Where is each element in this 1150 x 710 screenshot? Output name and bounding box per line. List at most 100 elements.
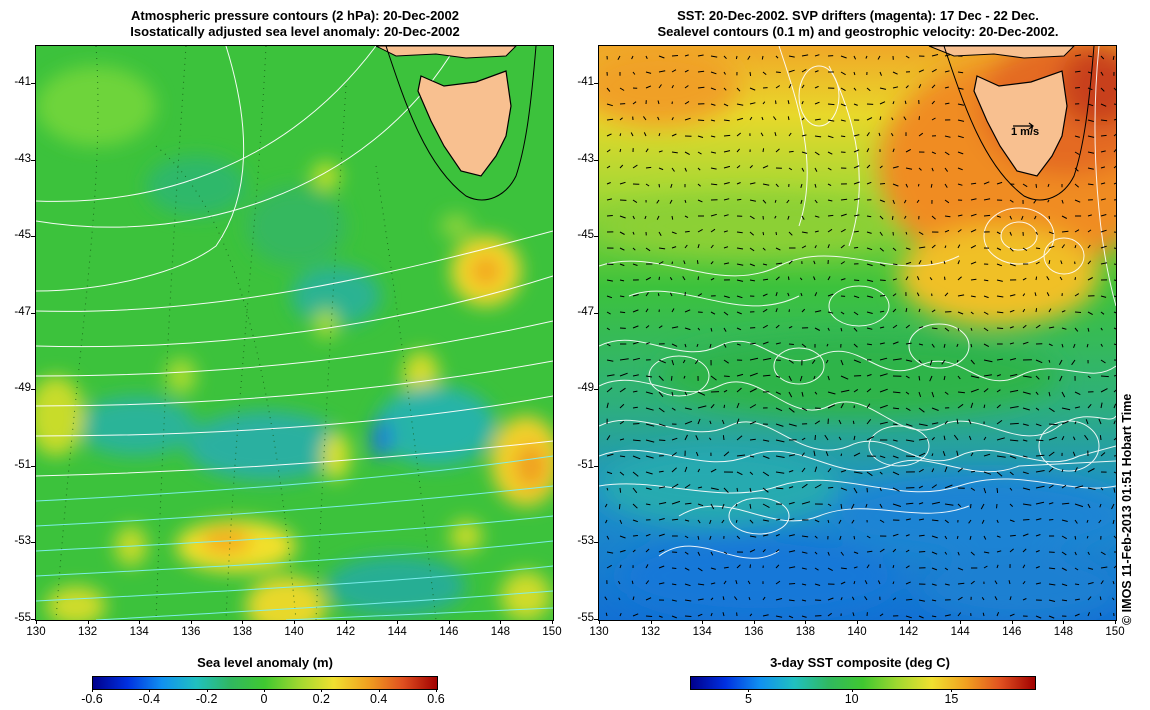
lon-tick xyxy=(599,620,600,624)
velocity-arrow xyxy=(697,405,707,409)
velocity-arrow xyxy=(1035,247,1041,250)
lon-tick-label: 140 xyxy=(284,626,304,638)
velocity-arrow xyxy=(944,151,950,156)
velocity-arrow xyxy=(800,292,803,297)
velocity-arrow xyxy=(697,551,701,556)
velocity-arrow xyxy=(996,295,1004,298)
colorbar-tick-label: 0.6 xyxy=(427,692,445,706)
velocity-arrow xyxy=(918,407,925,413)
velocity-arrow xyxy=(748,597,751,601)
velocity-arrow xyxy=(1087,327,1090,332)
velocity-arrow xyxy=(827,404,836,409)
velocity-arrow xyxy=(671,261,673,265)
velocity-arrow xyxy=(879,503,883,509)
velocity-arrow xyxy=(853,452,861,457)
velocity-arrow xyxy=(658,375,664,381)
velocity-arrow xyxy=(827,391,836,395)
velocity-arrow xyxy=(944,327,950,332)
velocity-arrow xyxy=(866,311,873,314)
velocity-arrow xyxy=(801,245,807,249)
velocity-arrow xyxy=(775,455,785,458)
velocity-arrow xyxy=(1046,292,1050,297)
velocity-arrow xyxy=(853,311,859,316)
velocity-arrow xyxy=(658,150,663,153)
velocity-arrow xyxy=(1035,470,1045,473)
velocity-arrow xyxy=(1100,311,1105,315)
velocity-arrow xyxy=(656,199,660,204)
velocity-arrow xyxy=(1074,598,1080,601)
velocity-arrow xyxy=(775,564,780,569)
velocity-arrow xyxy=(1074,519,1078,524)
velocity-arrow xyxy=(827,551,830,556)
velocity-arrow xyxy=(891,117,894,121)
velocity-arrow xyxy=(1048,436,1057,441)
velocity-arrow xyxy=(865,55,868,59)
velocity-arrow xyxy=(957,183,963,186)
velocity-scale-arrow xyxy=(1013,122,1034,130)
velocity-arrow xyxy=(697,54,704,57)
velocity-arrow xyxy=(632,247,636,251)
velocity-arrow xyxy=(969,535,972,540)
lon-tick-label: 138 xyxy=(795,626,815,638)
velocity-arrow xyxy=(931,167,934,172)
velocity-arrow xyxy=(787,116,790,121)
velocity-arrow xyxy=(733,596,738,601)
velocity-arrow xyxy=(736,435,743,441)
velocity-arrow xyxy=(1087,551,1090,556)
velocity-arrow xyxy=(840,103,846,107)
velocity-arrow xyxy=(749,471,754,475)
velocity-arrow xyxy=(931,468,935,473)
lon-tick-label: 142 xyxy=(899,626,919,638)
velocity-arrow xyxy=(619,133,622,137)
velocity-arrow xyxy=(840,55,847,59)
velocity-arrow xyxy=(801,84,805,89)
velocity-arrow xyxy=(1087,55,1093,58)
velocity-arrow xyxy=(1061,469,1064,473)
velocity-arrow xyxy=(1009,613,1015,617)
lon-tick xyxy=(908,620,910,624)
velocity-arrow xyxy=(1035,324,1041,329)
velocity-arrow xyxy=(931,343,935,348)
velocity-arrow xyxy=(606,311,611,315)
velocity-arrow xyxy=(606,327,610,331)
velocity-arrow xyxy=(775,439,785,443)
right-colorbar xyxy=(690,676,1036,690)
velocity-arrow xyxy=(658,133,661,137)
lon-tick-label: 144 xyxy=(950,626,970,638)
velocity-arrow xyxy=(619,613,622,617)
velocity-arrow xyxy=(942,451,946,457)
velocity-arrow xyxy=(684,54,689,57)
velocity-arrow xyxy=(695,451,699,457)
velocity-arrow xyxy=(852,612,855,617)
velocity-arrow xyxy=(1022,324,1027,329)
velocity-arrow xyxy=(957,612,962,617)
velocity-arrow xyxy=(736,148,740,153)
velocity-arrow xyxy=(840,453,843,457)
velocity-arrow xyxy=(1061,391,1066,398)
velocity-arrow xyxy=(970,182,977,185)
velocity-arrow xyxy=(1100,245,1107,249)
velocity-arrow xyxy=(749,519,754,524)
velocity-arrow xyxy=(981,519,985,524)
velocity-arrow xyxy=(1009,503,1014,507)
left-title-line1: Atmospheric pressure contours (2 hPa): 2… xyxy=(131,8,459,23)
velocity-arrow xyxy=(827,228,833,233)
velocity-arrow xyxy=(1061,519,1068,522)
velocity-arrow xyxy=(840,278,846,281)
velocity-arrow xyxy=(1073,343,1076,348)
velocity-arrow xyxy=(879,116,882,121)
velocity-arrow xyxy=(736,564,741,569)
velocity-arrow xyxy=(814,567,819,571)
lon-tick-label: 140 xyxy=(847,626,867,638)
velocity-arrow xyxy=(892,148,895,153)
velocity-arrow xyxy=(722,612,725,617)
velocity-arrow xyxy=(892,564,895,569)
velocity-arrow xyxy=(944,503,954,506)
velocity-arrow xyxy=(1035,439,1044,442)
velocity-arrow xyxy=(953,434,959,441)
velocity-arrow xyxy=(956,343,959,347)
velocity-arrow xyxy=(774,199,777,203)
velocity-arrow xyxy=(814,183,817,188)
velocity-arrow xyxy=(1035,423,1042,427)
velocity-arrow xyxy=(813,276,816,281)
